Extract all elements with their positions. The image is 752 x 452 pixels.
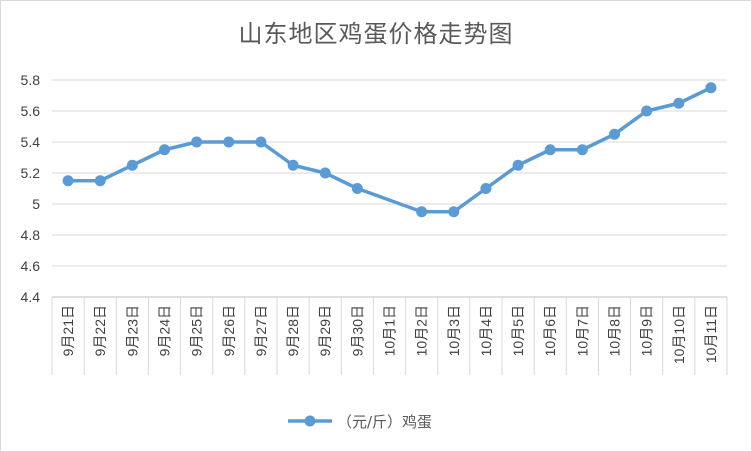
data-point <box>191 136 203 148</box>
x-tick-label: 10月7日 <box>574 305 590 356</box>
legend-label: （元/斤）鸡蛋 <box>337 413 432 431</box>
y-tick-label: 5.8 <box>21 72 41 88</box>
x-tick-label: 9月21日 <box>60 305 76 356</box>
series-layer <box>62 82 717 218</box>
data-point <box>512 159 524 171</box>
x-tick-label: 10月10日 <box>671 305 687 364</box>
x-tick-label: 9月28日 <box>285 305 301 356</box>
x-tick-label: 9月30日 <box>349 305 365 356</box>
data-point <box>576 144 588 156</box>
x-tick-label: 10月9日 <box>639 305 655 356</box>
x-axis: 9月21日 9月22日 9月23日 9月24日 9月25日 9月26日 9月27日 9月28日… <box>51 296 728 375</box>
data-point <box>705 82 717 94</box>
data-point <box>641 105 653 117</box>
x-tick-label: 9月29日 <box>317 305 333 356</box>
data-point <box>159 144 170 156</box>
x-tick-label: 10月1日 <box>382 305 398 356</box>
x-tick-label: 9月23日 <box>124 305 140 356</box>
x-tick-label: 9月25日 <box>189 305 205 356</box>
x-tick-label: 10月3日 <box>446 305 462 356</box>
data-point <box>609 128 620 140</box>
data-point <box>544 144 556 156</box>
y-tick-label: 5.4 <box>21 134 41 150</box>
y-tick-label: 4.6 <box>21 258 41 274</box>
x-tick-label: 10月5日 <box>510 305 526 356</box>
series-line <box>66 86 713 214</box>
data-point <box>351 183 363 194</box>
legend: （元/斤）鸡蛋 <box>288 413 432 431</box>
y-tick-label: 5.6 <box>21 103 41 119</box>
x-tick-label: 9月24日 <box>157 305 173 356</box>
data-point <box>416 206 428 218</box>
data-point <box>673 97 685 109</box>
data-point <box>223 136 235 148</box>
y-tick-label: 4.4 <box>21 289 41 305</box>
y-tick-label: 5 <box>32 196 40 212</box>
x-tick-label: 10月8日 <box>607 305 623 356</box>
x-tick-label: 9月22日 <box>92 305 108 356</box>
data-point <box>94 175 106 187</box>
data-point <box>126 159 138 171</box>
x-tick-label: 9月27日 <box>253 305 269 356</box>
data-point <box>287 159 299 171</box>
data-point <box>448 206 460 218</box>
data-point <box>319 167 331 179</box>
x-tick-label: 10月2日 <box>414 305 430 356</box>
data-point <box>480 183 492 194</box>
gridlines <box>52 79 727 267</box>
legend-marker <box>304 415 316 427</box>
data-point <box>62 175 74 187</box>
x-tick-label: 10月11日 <box>703 305 719 363</box>
y-tick-label: 5.2 <box>21 165 41 181</box>
x-tick-label: 10月4日 <box>478 305 494 356</box>
chart-title: 山东地区鸡蛋价格走势图 <box>238 20 514 48</box>
data-point <box>255 136 267 148</box>
x-tick-label: 10月6日 <box>542 305 558 356</box>
y-axis: 4.4 4.6 4.8 5 5.2 5.4 5.6 5.8 <box>21 72 41 305</box>
x-tick-label: 9月26日 <box>221 305 237 356</box>
y-tick-label: 4.8 <box>21 227 41 243</box>
